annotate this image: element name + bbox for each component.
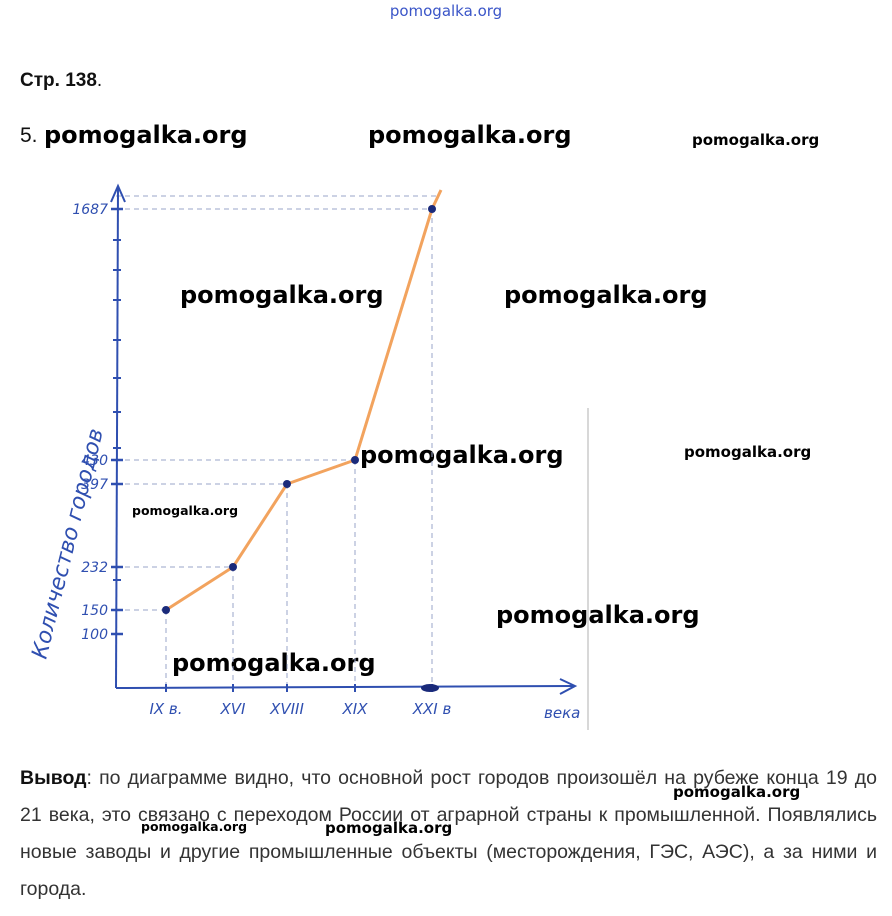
task-number: 5. [20,124,38,147]
y-tick-labels: 100 150 232 397 430 1687 [72,202,123,643]
y-tick-label: 1687 [72,202,108,218]
y-axis-arrow [110,183,126,203]
watermark: pomogalka.org [180,281,384,309]
watermark: pomogalka.org [44,121,248,149]
guide-lines [116,195,589,730]
watermark: pomogalka.org [692,131,820,149]
data-point [229,563,237,571]
x-axis-label: века [544,704,580,722]
watermark: pomogalka.org [684,443,812,461]
page-reference: Стр. 138. [20,70,102,92]
data-point [428,205,436,213]
watermark: pomogalka.org [360,441,564,469]
y-tick-label: 430 [81,453,108,469]
y-tick-label: 397 [81,477,108,493]
watermark: pomogalka.org [172,649,376,677]
data-point [283,480,291,488]
x-axis-arrow [559,678,578,695]
chart-axes [110,183,578,695]
watermark: pomogalka.org [504,281,708,309]
y-tick-label: 150 [81,603,108,619]
watermark: pomogalka.org [141,819,248,834]
page-reference-dot: . [96,70,103,91]
y-tick-label: 100 [81,627,108,643]
data-point [351,456,359,464]
x-axis [115,685,575,689]
x-axis-marker [421,684,439,692]
watermark: pomogalka.org [132,503,239,518]
city-growth-chart: Количество городов века IX в. XVI XVIII XIX… [28,183,589,730]
y-tick-label: 232 [81,560,108,576]
watermark: pomogalka.org [496,601,700,629]
conclusion-label: Вывод [20,767,87,789]
data-point [162,606,170,614]
x-tick-label: XXI в [412,700,452,718]
data-points [162,205,439,692]
y-axis [115,187,119,689]
conclusion-text: : по диаграмме видно, что основной рост … [20,767,877,900]
x-tick-label: XVIII [269,700,304,718]
watermark: pomogalka.org [325,819,453,837]
page-reference-label: Стр. 138 [20,70,97,91]
site-header[interactable]: pomogalka.org [389,2,503,20]
watermark: pomogalka.org [673,783,801,801]
conclusion-paragraph: Вывод: по диаграмме видно, что основной … [20,760,877,908]
series-line [165,208,434,612]
x-tick-label: XIX [342,700,369,718]
x-tick-label: IX в. [149,700,182,718]
watermark: pomogalka.org [368,121,572,149]
x-tick-labels: IX в. XVI XVIII XIX XXI в [149,700,451,718]
x-tick-label: XVI [220,700,247,718]
